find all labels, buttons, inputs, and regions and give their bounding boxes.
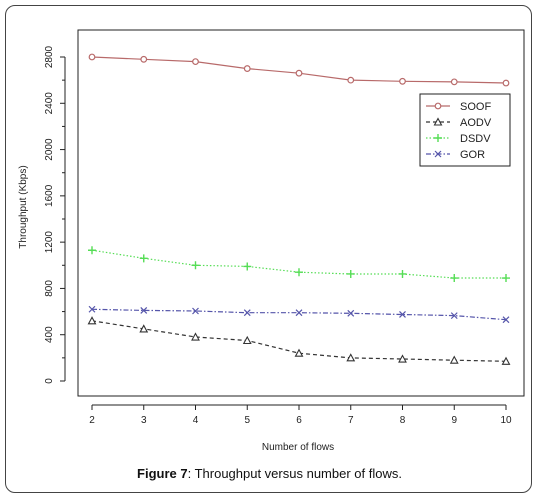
data-point (501, 356, 511, 365)
x-axis: 2 3 4 5 6 7 8 9 10 (89, 404, 512, 426)
x-tick-label: 5 (244, 415, 250, 426)
series-layer (87, 53, 511, 365)
x-tick-label: 8 (400, 415, 406, 426)
data-point (346, 269, 355, 278)
series-aodv (87, 316, 511, 365)
data-point (294, 348, 304, 357)
data-point (243, 309, 251, 317)
legend-label: AODV (460, 117, 492, 129)
data-point (502, 316, 510, 324)
data-point (242, 335, 252, 345)
data-point (450, 274, 459, 283)
data-point (139, 324, 149, 333)
data-point (88, 305, 96, 313)
data-point (87, 316, 97, 325)
data-point (399, 311, 406, 318)
data-point (192, 58, 199, 66)
data-point (450, 78, 458, 86)
series-soof (88, 53, 510, 87)
legend-entry-aodv: AODV (426, 117, 492, 129)
legend-entry-dsdv: DSDV (426, 133, 491, 145)
data-point (449, 355, 459, 364)
legend-label: DSDV (460, 133, 491, 145)
y-tick-label: 400 (44, 326, 55, 343)
data-point (191, 261, 200, 270)
plot-box (77, 29, 525, 397)
data-point (139, 254, 148, 263)
y-tick-label: 1200 (44, 231, 55, 254)
data-point (434, 150, 442, 158)
y-tick-label: 1600 (44, 184, 55, 207)
caption-label: Figure 7 (137, 466, 188, 481)
legend-label: GOR (460, 149, 485, 161)
x-tick-label: 4 (193, 415, 199, 426)
series-dsdv (88, 246, 510, 283)
figure-caption: Figure 7: Throughput versus number of fl… (0, 466, 539, 481)
x-tick-label: 2 (89, 415, 95, 426)
throughput-line-chart: 0 400 800 1200 1600 2000 2400 2800 2 3 4 5 6 7 8 9 10 S… (18, 29, 525, 453)
data-point (399, 77, 406, 85)
x-tick-label: 3 (141, 415, 147, 426)
legend-label: SOOF (460, 101, 491, 113)
x-axis-title: Number of flows (262, 442, 334, 453)
data-point (243, 262, 252, 271)
data-point (88, 53, 96, 61)
x-tick-label: 7 (348, 415, 354, 426)
data-point (88, 246, 96, 255)
y-tick-label: 2000 (44, 138, 55, 161)
legend-entry-gor: GOR (426, 149, 485, 161)
y-tick-label: 2400 (44, 92, 55, 115)
data-point (140, 55, 148, 63)
x-tick-label: 10 (500, 415, 512, 426)
x-tick-label: 6 (296, 415, 302, 426)
data-point (347, 309, 355, 317)
data-point (502, 274, 510, 283)
data-point (434, 102, 442, 110)
data-point (140, 306, 148, 314)
y-axis-title: Throughput (Kbps) (18, 165, 29, 248)
series-line-dsdv (91, 249, 506, 279)
y-axis: 0 400 800 1200 1600 2000 2400 2800 (44, 45, 66, 384)
data-point (295, 69, 303, 77)
data-point (346, 353, 356, 362)
caption-text: : Throughput versus number of flows. (187, 466, 402, 481)
y-tick-label: 800 (44, 280, 55, 297)
data-point (502, 79, 510, 87)
data-point (243, 65, 251, 72)
data-point (295, 268, 303, 277)
data-point (398, 354, 407, 363)
x-tick-label: 9 (451, 415, 457, 426)
y-tick-label: 2800 (44, 45, 55, 68)
series-line-gor (91, 308, 507, 321)
legend-entry-soof: SOOF (426, 101, 491, 113)
data-point (295, 309, 303, 317)
legend: SOOF AODV DSDV GOR (419, 93, 511, 167)
figure-frame (5, 5, 532, 493)
data-point (191, 332, 200, 341)
data-point (192, 307, 199, 315)
series-gor (88, 305, 510, 324)
y-tick-label: 0 (44, 378, 55, 384)
data-point (450, 312, 458, 320)
data-point (398, 269, 407, 278)
data-point (347, 76, 355, 84)
data-point (434, 134, 442, 142)
data-point (433, 117, 443, 126)
